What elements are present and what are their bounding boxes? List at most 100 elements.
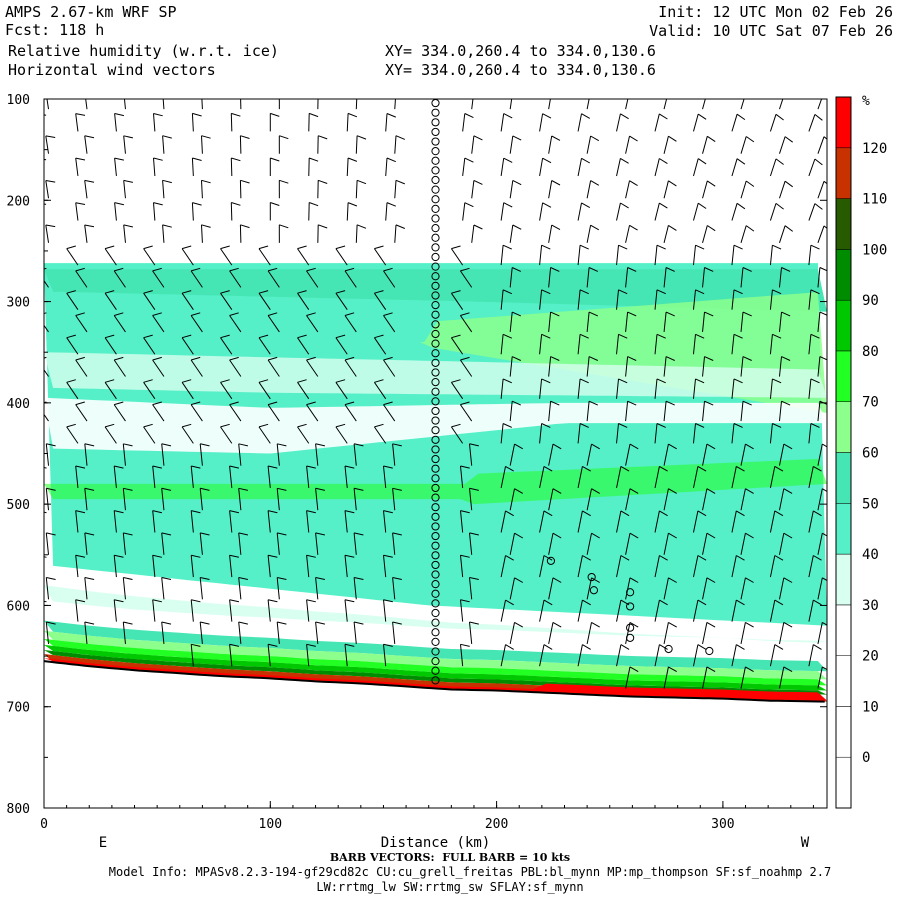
barb-shaft	[353, 621, 357, 644]
barb-shaft	[191, 202, 194, 221]
barb-flag	[552, 577, 562, 583]
wind-barb	[220, 379, 233, 400]
wind-barb	[471, 135, 483, 154]
barb-shaft	[702, 444, 708, 466]
wind-barb	[229, 554, 240, 578]
wind-barb	[702, 400, 714, 422]
wind-barb	[586, 311, 599, 333]
wind-barb	[315, 443, 326, 466]
barb-flag	[84, 577, 95, 580]
barb-shaft	[663, 533, 669, 555]
calm-circle	[626, 623, 635, 632]
barb-flag	[627, 311, 637, 317]
barb-shaft	[740, 444, 746, 466]
barb-shaft	[500, 245, 504, 266]
barb-flag	[772, 423, 782, 428]
wind-barb	[539, 599, 553, 622]
barb-shaft	[306, 644, 310, 667]
barb-shaft	[66, 292, 79, 310]
wind-barb	[663, 180, 677, 199]
calm-circle	[431, 166, 440, 175]
barb-flag	[279, 179, 289, 184]
barb-flag	[229, 267, 239, 272]
barb-flag	[46, 621, 56, 625]
barb-shaft	[808, 334, 812, 355]
barb-shaft	[353, 532, 357, 555]
barb-shaft	[37, 555, 39, 577]
wind-barb	[114, 113, 125, 132]
barb-flag	[315, 443, 326, 447]
wind-barb	[238, 532, 249, 555]
barb-flag	[44, 556, 47, 558]
wind-barb	[278, 99, 280, 110]
barb-shaft	[462, 202, 466, 221]
barb-flag	[229, 510, 240, 514]
wind-barb	[269, 157, 280, 176]
barb-shaft	[37, 158, 40, 176]
barb-shaft	[450, 426, 464, 444]
barb-flag	[229, 554, 240, 558]
barb-flag	[353, 443, 364, 447]
calm-circle	[431, 464, 440, 473]
barb-flag	[469, 577, 479, 580]
barb-shaft	[123, 224, 126, 243]
wind-barb	[740, 267, 752, 288]
barb-flag	[704, 311, 714, 317]
barb-shaft	[383, 644, 387, 667]
barb-shaft	[267, 404, 280, 422]
wind-barb	[190, 510, 201, 533]
calm-circle	[431, 387, 440, 396]
barb-flag	[511, 311, 522, 317]
barb-shaft	[539, 423, 543, 444]
barb-shaft	[297, 337, 310, 355]
barb-shaft	[392, 488, 396, 511]
barb-flag	[161, 443, 172, 447]
barb-shaft	[161, 532, 165, 555]
barb-shaft	[229, 555, 233, 578]
barb-shaft	[190, 315, 203, 333]
barb-shaft	[654, 334, 658, 355]
colorbar-swatch	[835, 756, 852, 809]
barb-shaft	[335, 337, 348, 355]
barb-flag	[357, 91, 366, 95]
wind-barb	[616, 465, 630, 489]
barb-shaft	[45, 224, 50, 243]
wind-barb	[355, 91, 366, 110]
barb-flag	[44, 158, 47, 161]
barb-shaft	[306, 404, 319, 422]
barb-shaft	[469, 621, 473, 644]
wind-barb	[769, 465, 784, 489]
barb-shaft	[344, 270, 357, 288]
barb-shaft	[152, 510, 156, 533]
calm-circle	[431, 676, 440, 685]
barb-shaft	[267, 465, 271, 488]
wind-barb	[114, 202, 125, 221]
barb-flag	[668, 666, 677, 673]
barb-shaft	[692, 378, 696, 399]
barb-shaft	[315, 532, 319, 555]
rh-dry-slot	[44, 397, 827, 454]
barb-flag	[306, 356, 316, 361]
barb-flag	[656, 333, 666, 339]
wind-barb	[238, 621, 249, 644]
calm-circle	[431, 445, 440, 454]
wind-barb	[616, 113, 629, 132]
wind-barb	[625, 99, 629, 110]
barb-flag	[813, 644, 822, 650]
barb-flag	[152, 401, 162, 406]
barb-flag	[551, 180, 561, 186]
barb-flag	[513, 91, 521, 95]
barb-shaft	[808, 245, 812, 266]
barb-shaft	[817, 444, 823, 466]
barb-flag	[267, 465, 278, 469]
barb-shaft	[258, 426, 271, 444]
barb-shaft	[500, 113, 505, 132]
barb-shaft	[113, 359, 126, 377]
barb-shaft	[808, 510, 814, 533]
wind-barb	[577, 510, 591, 533]
wind-barb	[548, 577, 562, 600]
barb-shaft	[469, 577, 473, 600]
wind-barb	[394, 135, 405, 154]
barb-shaft	[267, 315, 280, 333]
